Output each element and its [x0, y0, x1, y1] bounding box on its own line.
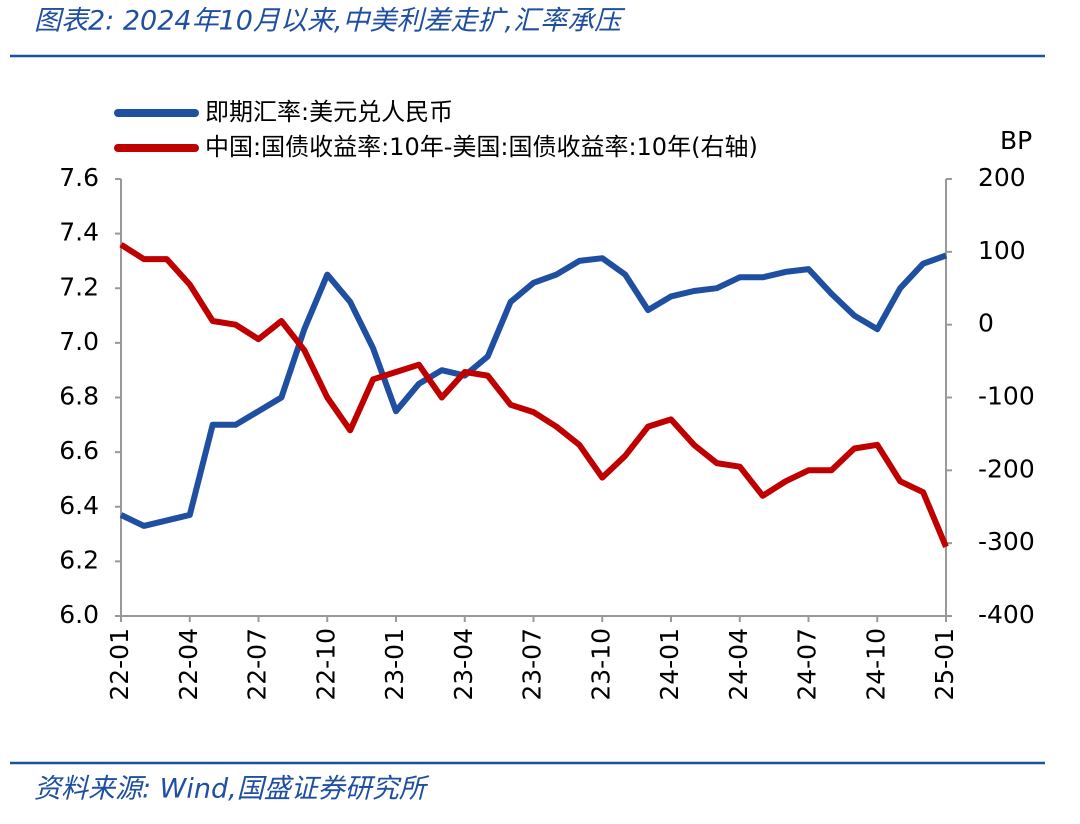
y-tick-label: 6.4: [59, 491, 99, 520]
y2-tick-label: 200: [978, 163, 1026, 192]
x-tick-label: 22-01: [105, 628, 134, 701]
y2-tick-label: -100: [978, 382, 1035, 411]
y-tick-label: 7.4: [59, 218, 99, 247]
y2-tick-label: -400: [978, 600, 1035, 629]
x-tick-label: 24-01: [655, 628, 684, 701]
y2-tick-label: 0: [978, 309, 994, 338]
chart-title: 图表2: 2024年10月以来,中美利差走扩,汇率承压: [34, 6, 626, 37]
x-tick-label: 24-10: [861, 628, 890, 701]
x-tick-label: 23-01: [380, 628, 409, 701]
source: 资料来源: Wind,国盛证券研究所: [34, 774, 430, 805]
legend-label: 即期汇率:美元兑人民币: [205, 98, 453, 126]
y-tick-label: 7.2: [59, 272, 99, 301]
x-tick-label: 22-10: [311, 628, 340, 701]
y2-tick-label: -300: [978, 527, 1035, 556]
x-tick-label: 22-04: [174, 628, 203, 701]
x-tick-label: 23-10: [586, 628, 615, 701]
y2-label: BP: [1000, 126, 1032, 155]
x-tick-label: 24-04: [724, 628, 753, 701]
y-tick-label: 6.6: [59, 436, 99, 465]
x-tick-label: 22-07: [243, 628, 272, 701]
y-tick-label: 6.8: [59, 382, 99, 411]
series-line: [119, 252, 948, 529]
x-tick-label: 25-01: [930, 628, 959, 701]
x-tick-label: 23-07: [518, 628, 547, 701]
y-tick-label: 6.0: [59, 600, 99, 629]
x-tick-label: 23-04: [449, 628, 478, 701]
y-tick-label: 7.6: [59, 163, 99, 192]
y-tick-label: 7.0: [59, 327, 99, 356]
series-line: [119, 242, 949, 548]
y2-tick-label: 100: [978, 236, 1026, 265]
legend-label: 中国:国债收益率:10年-美国:国债收益率:10年(右轴): [205, 133, 758, 161]
y-tick-label: 6.2: [59, 545, 99, 574]
y2-tick-label: -200: [978, 454, 1035, 483]
x-tick-label: 24-07: [793, 628, 822, 701]
